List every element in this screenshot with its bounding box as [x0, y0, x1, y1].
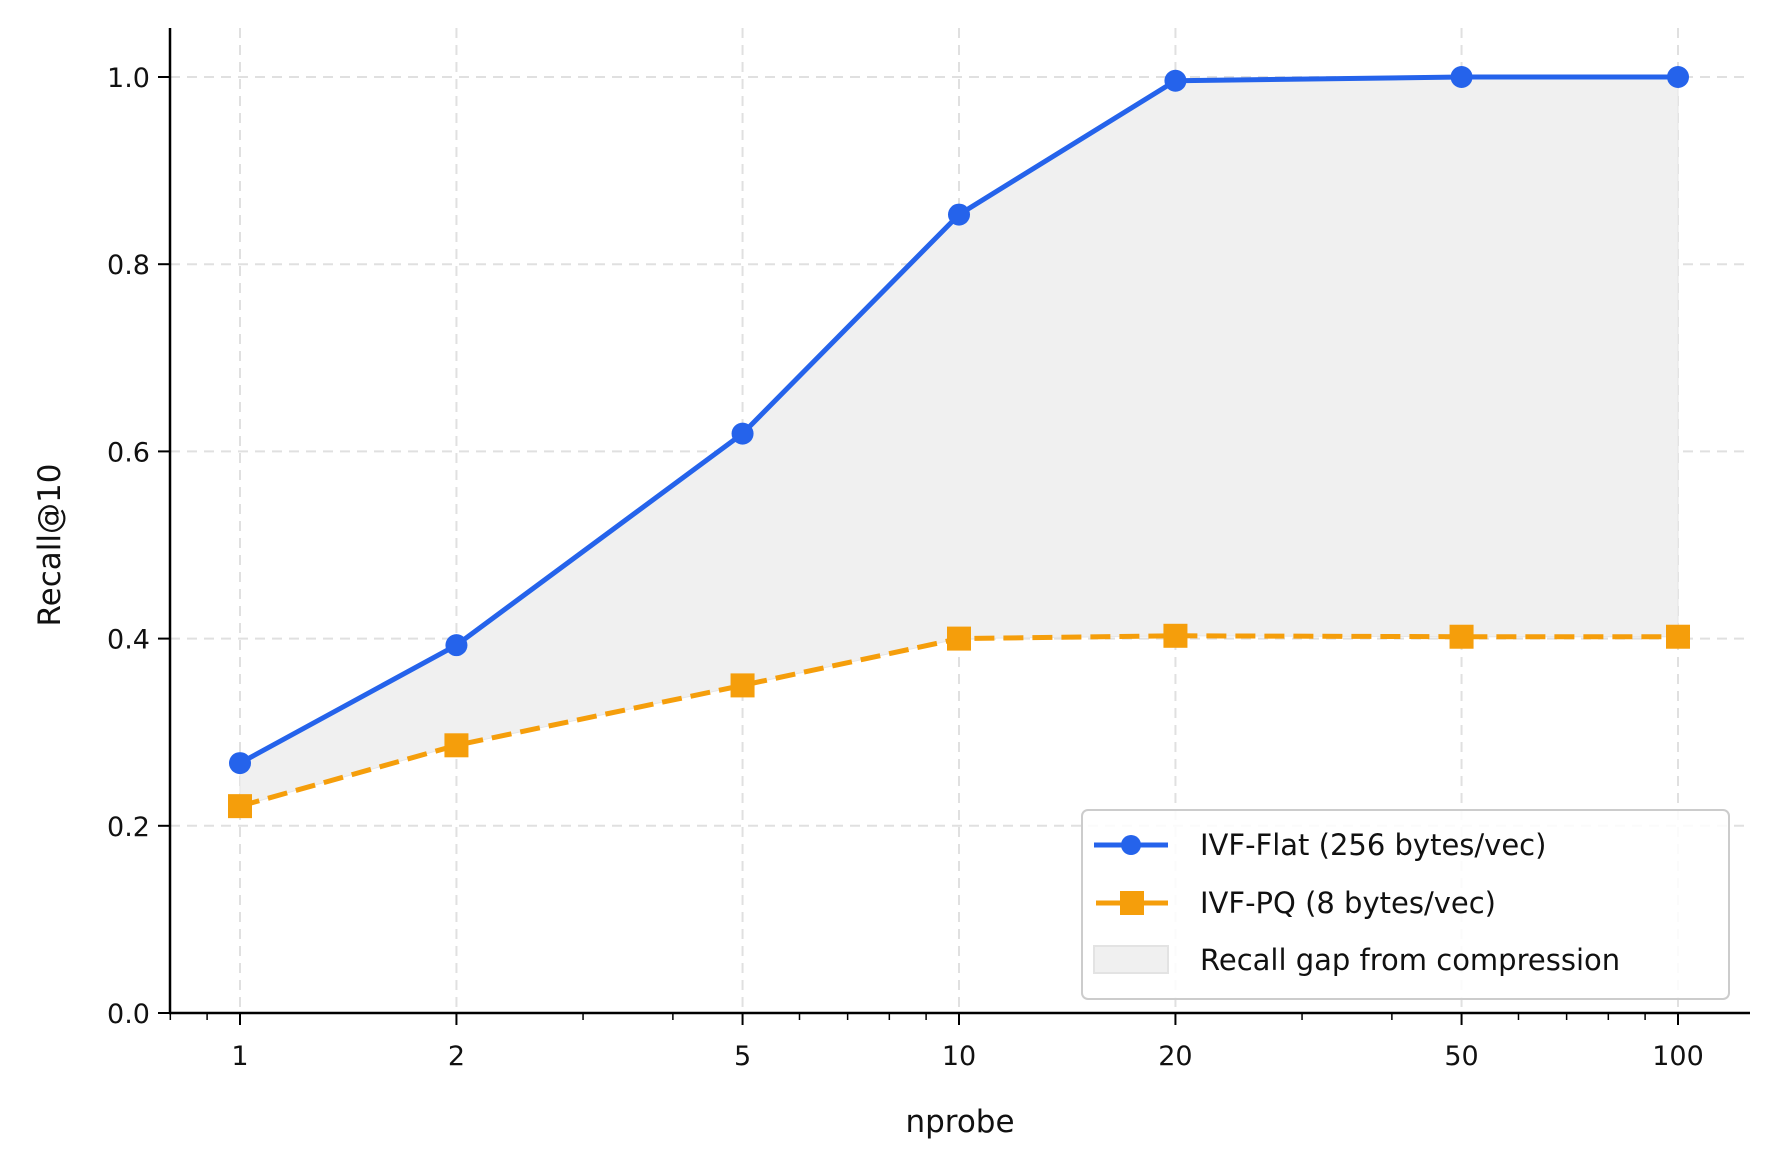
x-tick-label: 10: [942, 1041, 976, 1072]
x-tick-label: 20: [1158, 1041, 1192, 1072]
circle-marker-icon: [1450, 66, 1473, 88]
y-tick-label: 0.4: [107, 625, 150, 656]
circle-marker-icon: [445, 634, 468, 657]
square-marker-icon: [1666, 624, 1690, 649]
x-tick-label: 2: [448, 1041, 465, 1072]
x-axis-title: nprobe: [905, 1104, 1014, 1140]
legend-item-ivf-flat: IVF-Flat (256 bytes/vec): [1094, 828, 1546, 862]
x-axis-ticks: 1 2 5 10 20 50 100: [169, 1013, 1704, 1072]
y-tick-label: 0.2: [107, 812, 150, 843]
y-tick-label: 1.0: [107, 63, 150, 94]
y-axis-title: Recall@10: [32, 464, 68, 627]
square-marker-icon: [947, 626, 971, 651]
square-marker-icon: [228, 794, 252, 819]
legend-frame: [1081, 809, 1730, 1000]
legend-label: IVF-PQ (8 bytes/vec): [1200, 886, 1496, 920]
y-axis-ticks: 0.0 0.2 0.4 0.6 0.8 1.0: [107, 63, 170, 1030]
square-marker-icon: [1449, 624, 1474, 649]
fill-swatch-icon: [1093, 945, 1169, 974]
y-tick-label: 0.0: [107, 999, 150, 1030]
square-marker-icon: [444, 733, 469, 758]
x-tick-label: 100: [1652, 1041, 1704, 1072]
circle-marker-icon: [1667, 66, 1689, 88]
legend-item-ivf-pq: IVF-PQ (8 bytes/vec): [1096, 886, 1496, 920]
y-tick-label: 0.6: [107, 437, 150, 468]
data-series: [228, 66, 1690, 819]
legend-label: IVF-Flat (256 bytes/vec): [1200, 828, 1546, 862]
legend-label: Recall gap from compression: [1200, 943, 1620, 977]
legend-item-recall-gap: Recall gap from compression: [1093, 943, 1620, 977]
circle-marker-icon: [948, 203, 970, 226]
square-marker-icon: [1163, 623, 1188, 648]
x-tick-label: 1: [231, 1041, 248, 1072]
square-marker-icon: [1120, 891, 1144, 915]
circle-marker-icon: [1164, 69, 1187, 92]
circle-marker-icon: [229, 752, 251, 775]
circle-marker-icon: [731, 422, 754, 445]
x-tick-label: 5: [734, 1041, 751, 1072]
legend: IVF-Flat (256 bytes/vec) IVF-PQ (8 bytes…: [1081, 809, 1730, 1000]
circle-marker-icon: [1121, 835, 1141, 855]
x-tick-label: 50: [1444, 1041, 1478, 1072]
square-marker-icon: [730, 673, 755, 698]
y-tick-label: 0.8: [107, 250, 150, 281]
